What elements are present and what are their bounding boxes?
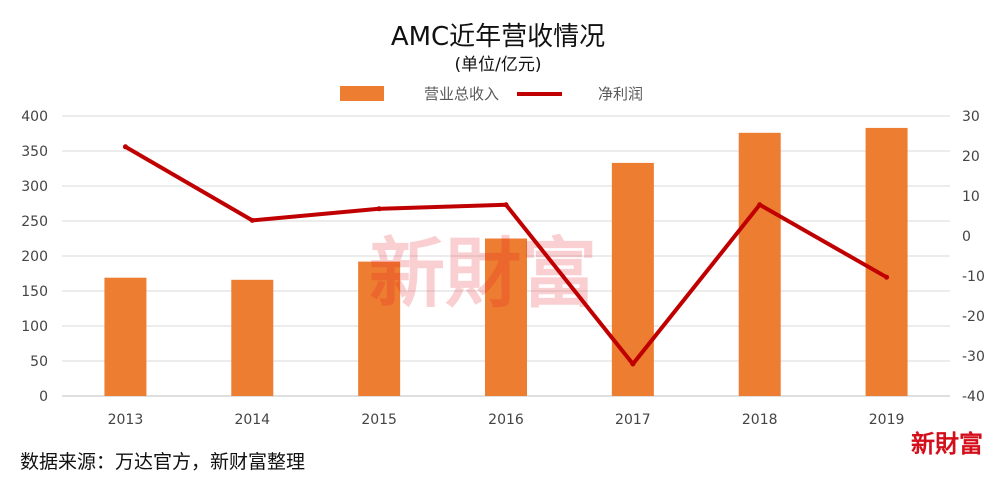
right-axis-tick-label: 0	[962, 229, 971, 245]
brand-logo: 新財富	[911, 429, 983, 458]
left-axis-tick-label: 400	[21, 109, 48, 125]
right-axis-tick-label: 30	[962, 109, 980, 125]
right-axis-ticks: -40 -30 -20 -10 0 10 20 30	[962, 109, 985, 405]
revenue-bar	[738, 132, 781, 397]
chart-subtitle: (单位/亿元)	[455, 55, 542, 75]
legend: 营业总收入 净利润	[340, 85, 643, 103]
x-axis-tick-label: 2014	[234, 412, 270, 428]
left-axis-tick-label: 50	[30, 354, 48, 370]
chart-title: AMC近年营收情况	[391, 22, 605, 52]
net-profit-point	[757, 202, 763, 208]
legend-label-net-profit: 净利润	[598, 85, 643, 103]
right-axis-tick-label: -30	[962, 349, 985, 365]
revenue-bar	[611, 162, 654, 396]
left-axis-tick-label: 300	[21, 179, 48, 195]
x-axis-tick-label: 2017	[615, 412, 651, 428]
revenue-bar	[865, 127, 908, 397]
left-axis-tick-label: 0	[39, 389, 48, 405]
net-profit-point	[630, 361, 636, 367]
revenue-bar	[104, 277, 147, 396]
revenue-bar	[485, 238, 527, 396]
left-axis-tick-label: 200	[21, 249, 48, 265]
legend-swatch-revenue	[340, 86, 384, 101]
source-note: 数据来源：万达官方，新财富整理	[20, 451, 305, 473]
revenue-bars	[104, 127, 908, 397]
net-profit-line-layer	[122, 144, 890, 367]
left-axis-tick-label: 350	[21, 144, 48, 160]
x-axis-tick-label: 2015	[361, 412, 397, 428]
x-axis-tick-label: 2016	[488, 412, 524, 428]
net-profit-point	[249, 217, 255, 223]
right-axis-tick-label: -40	[962, 389, 985, 405]
net-profit-point	[376, 206, 382, 212]
x-axis-ticks: 2013 2014 2015 2016 2017 2018 2019	[108, 412, 905, 428]
left-axis-tick-label: 250	[21, 214, 48, 230]
revenue-bar	[231, 279, 274, 396]
right-axis-tick-label: 20	[962, 149, 980, 165]
x-axis-tick-label: 2019	[869, 412, 905, 428]
right-axis-tick-label: 10	[962, 189, 980, 205]
net-profit-point	[122, 144, 128, 150]
revenue-bar	[358, 261, 401, 396]
legend-label-revenue: 营业总收入	[424, 85, 499, 103]
x-axis-tick-label: 2018	[742, 412, 778, 428]
x-axis-tick-label: 2013	[108, 412, 144, 428]
right-axis-tick-label: -20	[962, 309, 985, 325]
net-profit-point	[884, 274, 890, 280]
right-axis-tick-label: -10	[962, 269, 985, 285]
net-profit-point	[503, 202, 509, 208]
left-axis-tick-label: 100	[21, 319, 48, 335]
left-axis-ticks: 0 50 100 150 200 250 300 350 400	[21, 109, 48, 405]
left-axis-tick-label: 150	[21, 284, 48, 300]
